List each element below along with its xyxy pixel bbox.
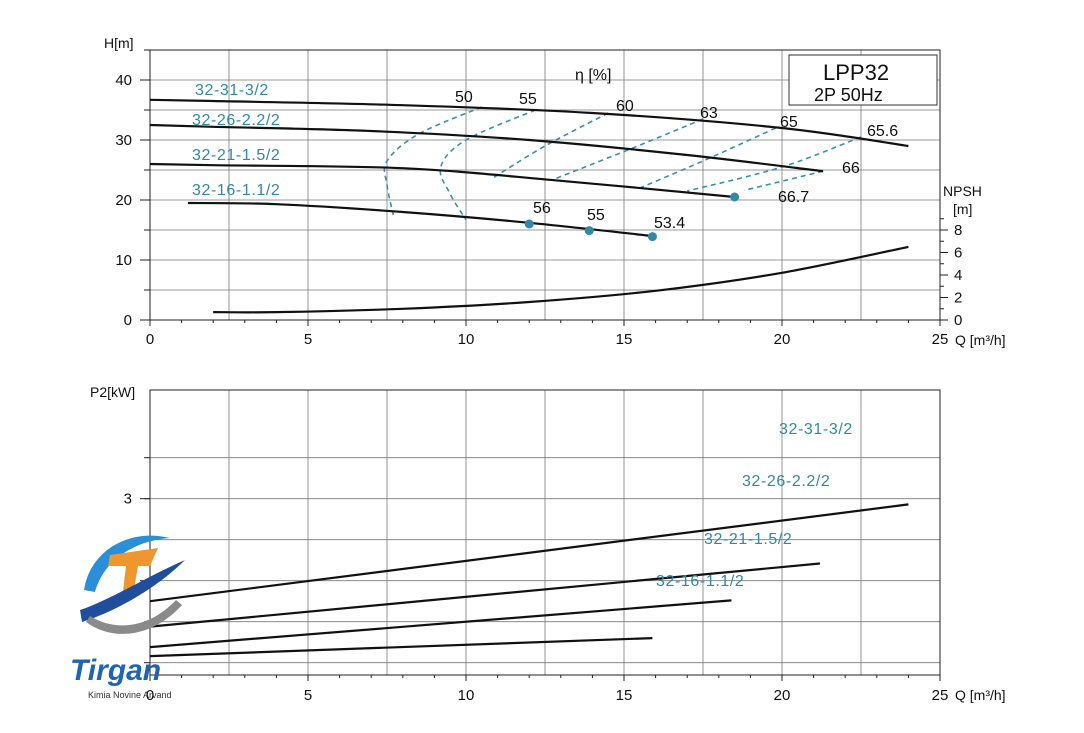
efficiency-point-56 bbox=[524, 219, 534, 229]
logo-wordmark: Tirgan bbox=[70, 654, 161, 687]
power-curve-32-16-1.1/2 bbox=[149, 637, 653, 658]
efficiency-line-65.6 bbox=[687, 136, 862, 192]
logo-gear-arc bbox=[86, 600, 182, 634]
top-y-tick-label: 20 bbox=[115, 192, 132, 209]
top-axis-ticks: 0 5 10 15 20 25 0 10 20 30 40 0 2 4 6 8 bbox=[115, 49, 962, 348]
top-series-label-32-21: 32-21-1.5/2 bbox=[192, 147, 280, 164]
bottom-x-axis-label: Q [m³/h] bbox=[955, 687, 1006, 703]
eff-label-65-6: 65.6 bbox=[867, 123, 898, 140]
tirgan-logo: Tirgan Kimia Novine Arvand bbox=[70, 535, 185, 700]
bottom-x-tick-label: 0 bbox=[146, 687, 154, 704]
top-series-label-32-16: 32-16-1.1/2 bbox=[192, 182, 280, 199]
eff-label-63: 63 bbox=[700, 105, 718, 122]
efficiency-points bbox=[524, 192, 740, 242]
top-plot-frame bbox=[149, 49, 941, 321]
bottom-x-tick-label: 20 bbox=[774, 687, 791, 704]
efficiency-line-55 bbox=[439, 109, 536, 221]
bottom-series-label-32-16: 32-16-1.1/2 bbox=[656, 573, 744, 590]
efficiency-line-50 bbox=[383, 106, 483, 216]
top-x-axis-label: Q [m³/h] bbox=[955, 332, 1006, 348]
eff-label-66: 66 bbox=[842, 160, 860, 177]
bottom-series-label-32-26: 32-26-2.2/2 bbox=[742, 473, 830, 490]
eff-point-label-55: 55 bbox=[587, 207, 605, 224]
eff-point-label-66-7: 66.7 bbox=[778, 189, 809, 206]
chart-title: LPP32 bbox=[823, 60, 889, 85]
title-box bbox=[788, 54, 938, 106]
bottom-x-tick-label: 15 bbox=[616, 687, 633, 704]
top-y-tick-label: 0 bbox=[124, 312, 132, 329]
efficiency-line-60 bbox=[490, 112, 609, 180]
power-curve-32-26-2.2/2 bbox=[149, 562, 821, 628]
power-curves bbox=[149, 503, 909, 658]
top-series-label-32-26: 32-26-2.2/2 bbox=[192, 112, 280, 129]
eff-point-label-56: 56 bbox=[533, 200, 551, 217]
efficiency-point-66.7 bbox=[730, 192, 740, 202]
head-curve-32-31-3/2 bbox=[149, 98, 909, 148]
eff-label-60: 60 bbox=[616, 98, 634, 115]
npsh-tick-label: 4 bbox=[954, 267, 962, 284]
bottom-y-axis-label: P2[kW] bbox=[90, 384, 135, 400]
top-x-tick-label: 15 bbox=[616, 331, 633, 348]
power-curve-chart: 051015202523 P2[kW] Q [m³/h] 32-31-3/2 3… bbox=[90, 384, 1006, 704]
logo-swoosh-mid bbox=[80, 560, 185, 622]
top-x-tick-label: 0 bbox=[146, 331, 154, 348]
efficiency-line-63 bbox=[554, 118, 704, 180]
npsh-axis-label: NPSH bbox=[943, 183, 982, 199]
head-curve-32-26-2.2/2 bbox=[149, 123, 824, 173]
eff-label-55: 55 bbox=[519, 91, 537, 108]
bottom-series-label-32-21: 32-21-1.5/2 bbox=[704, 531, 792, 548]
efficiency-point-53.4 bbox=[647, 232, 657, 242]
bottom-x-tick-label: 10 bbox=[458, 687, 475, 704]
top-y-tick-label: 30 bbox=[115, 132, 132, 149]
top-y-tick-label: 40 bbox=[115, 72, 132, 89]
top-y-axis-label: H[m] bbox=[104, 35, 134, 51]
npsh-tick-label: 6 bbox=[954, 245, 962, 262]
efficiency-point-55 bbox=[584, 226, 594, 236]
top-x-tick-label: 10 bbox=[458, 331, 475, 348]
head-curve-32-21-1.5/2 bbox=[149, 162, 735, 199]
efficiency-label: η [%] bbox=[575, 67, 611, 84]
npsh-tick-label: 8 bbox=[954, 222, 962, 239]
power-curve-32-31-3/2 bbox=[149, 503, 909, 603]
top-x-tick-label: 20 bbox=[774, 331, 791, 348]
logo-swoosh-top bbox=[84, 535, 170, 592]
bottom-plot-frame bbox=[149, 389, 941, 676]
top-x-tick-label: 25 bbox=[932, 331, 949, 348]
head-curves bbox=[149, 98, 909, 238]
eff-label-65: 65 bbox=[780, 114, 798, 131]
bottom-x-tick-label: 25 bbox=[932, 687, 949, 704]
bottom-y-tick-label: 3 bbox=[124, 491, 132, 508]
top-y-tick-label: 10 bbox=[115, 252, 132, 269]
npsh-curve bbox=[213, 245, 909, 314]
bottom-grid bbox=[150, 390, 940, 675]
head-curve-chart: 0 5 10 15 20 25 0 10 20 30 40 0 2 4 6 8 H[m] Q [m³/h] N… bbox=[104, 35, 1006, 348]
head-curve-32-16-1.1/2 bbox=[187, 201, 653, 238]
npsh-axis-unit: [m] bbox=[953, 201, 972, 217]
eff-point-label-53-4: 53.4 bbox=[654, 215, 685, 232]
logo-t-mark bbox=[108, 548, 158, 600]
logo-tagline: Kimia Novine Arvand bbox=[88, 690, 172, 700]
npsh-curve-group bbox=[213, 245, 909, 314]
bottom-series-label-32-31: 32-31-3/2 bbox=[779, 421, 853, 438]
eff-label-50: 50 bbox=[455, 89, 473, 106]
bottom-x-tick-label: 5 bbox=[304, 687, 312, 704]
top-x-tick-label: 5 bbox=[304, 331, 312, 348]
efficiency-line-66 bbox=[743, 170, 824, 192]
efficiency-line-65 bbox=[639, 127, 777, 189]
npsh-tick-label: 0 bbox=[954, 312, 962, 329]
top-series-label-32-31: 32-31-3/2 bbox=[195, 82, 269, 99]
npsh-tick-label: 2 bbox=[954, 290, 962, 307]
power-curve-32-21-1.5/2 bbox=[149, 599, 732, 649]
chart-subtitle: 2P 50Hz bbox=[814, 85, 883, 105]
